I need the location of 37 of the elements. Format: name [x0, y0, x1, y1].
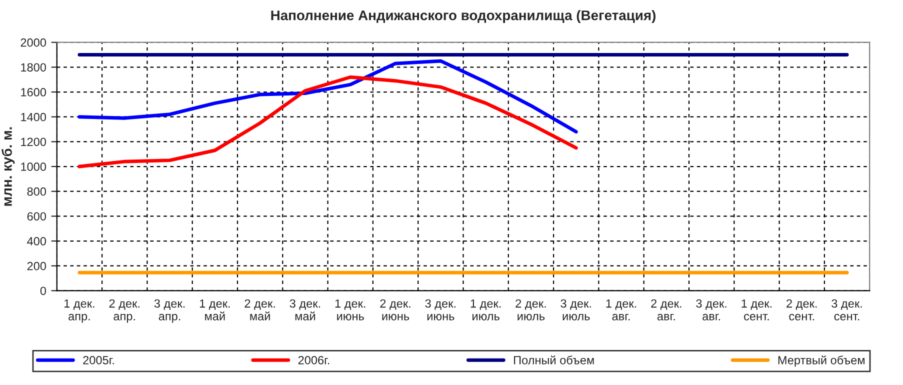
line-series — [78, 75, 578, 168]
line-series — [78, 59, 578, 134]
x-tick-label: 3 дек. авг. — [696, 299, 726, 320]
y-tick-label: 1600 — [21, 88, 46, 96]
x-tick-label: 2 дек. сент. — [786, 299, 817, 320]
x-tick-label: 2 дек. июль — [516, 299, 546, 320]
x-tick-label: 3 дек. апр. — [154, 299, 185, 323]
x-tick-label: 3 дек. июнь — [425, 299, 456, 320]
x-tick-label: 3 дек. сент. — [832, 299, 862, 320]
legend-label: Мертвый объем — [778, 355, 864, 367]
legend-label: 2005г. — [83, 356, 114, 364]
y-tick-label: 200 — [27, 262, 46, 270]
y-tick-label: 800 — [27, 187, 46, 196]
y-axis-title: млн. куб. м. — [2, 127, 15, 206]
legend-label: 2006г. — [298, 356, 330, 364]
x-tick-label: 1 дек. июль — [470, 299, 501, 320]
x-tick-label: 1 дек. авг. — [606, 299, 636, 320]
x-tick-label: 1 дек. июнь — [335, 299, 366, 320]
y-tick-label: 2000 — [20, 38, 46, 47]
y-tick-label: 1000 — [21, 162, 46, 171]
y-tick-label: 600 — [27, 212, 46, 221]
x-tick-label: 3 дек. июль — [560, 299, 591, 320]
legend-label: Полный объем — [514, 355, 594, 364]
y-tick-label: 1400 — [21, 112, 46, 122]
x-tick-label: 2 дек. апр. — [109, 299, 140, 323]
x-tick-label: 2 дек. июнь — [380, 299, 410, 320]
y-tick-label: 0 — [40, 286, 46, 296]
x-tick-label: 1 дек. сент. — [742, 299, 772, 320]
x-tick-label: 1 дек. май — [200, 299, 230, 320]
x-tick-label: 2 дек. авг. — [651, 299, 682, 320]
x-tick-label: 3 дек. май — [290, 299, 320, 320]
chart-title: Наполнение Андижанского водохранилища (Вегетация) — [271, 10, 656, 24]
y-tick-label: 400 — [27, 237, 46, 246]
x-tick-label: 1 дек. апр. — [64, 299, 94, 323]
y-tick-label: 1200 — [21, 138, 46, 146]
y-tick-label: 1800 — [21, 63, 46, 72]
x-tick-label: 2 дек. май — [244, 299, 275, 320]
